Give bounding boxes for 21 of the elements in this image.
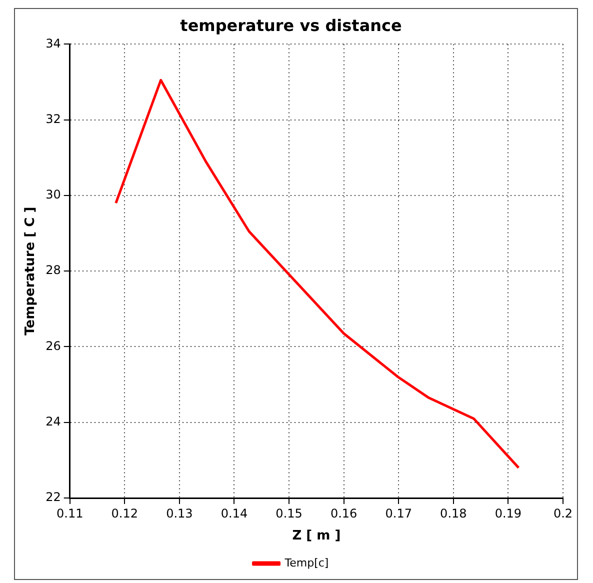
x-tick-label: 0.19 (494, 506, 522, 520)
x-tick-label: 0.2 (553, 506, 573, 520)
y-tick-label: 26 (46, 338, 61, 353)
x-tick-label: 0.18 (440, 506, 467, 520)
y-tick-label: 28 (46, 263, 61, 278)
x-tick-label: 0.11 (56, 506, 84, 520)
x-tick-label: 0.14 (220, 506, 248, 520)
y-tick-label: 32 (46, 112, 61, 126)
x-tick-label: 0.13 (166, 506, 193, 520)
chart-title: temperature vs distance (180, 16, 402, 35)
x-tick-label: 0.12 (111, 506, 138, 520)
x-tick-label: 0.15 (276, 506, 302, 520)
x-tick-label: 0.16 (330, 506, 358, 520)
x-tick-label: 0.17 (385, 506, 412, 520)
legend-label: Temp[c] (284, 556, 329, 570)
y-tick-label: 24 (46, 414, 61, 428)
y-tick-label: 22 (46, 490, 61, 504)
x-axis-title: Z [ m ] (292, 528, 341, 544)
y-axis-title: Temperature [ C ] (23, 206, 38, 336)
y-tick-label: 34 (46, 36, 61, 50)
y-tick-label: 30 (46, 188, 61, 202)
